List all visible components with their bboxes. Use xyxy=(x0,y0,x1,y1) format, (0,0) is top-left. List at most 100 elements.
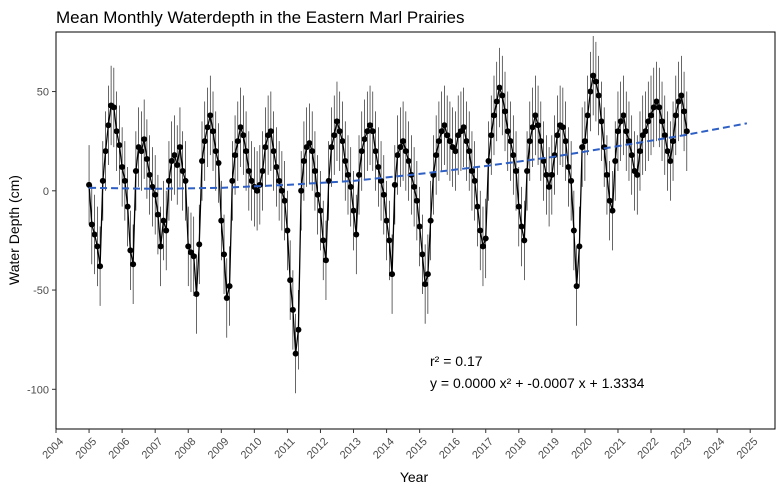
data-point xyxy=(314,191,321,198)
data-point xyxy=(466,148,473,155)
data-point xyxy=(168,158,175,165)
chart-title: Mean Monthly Waterdepth in the Eastern M… xyxy=(56,8,465,27)
data-point xyxy=(174,161,181,168)
data-point xyxy=(240,132,247,139)
data-point xyxy=(317,207,324,214)
data-point xyxy=(664,148,671,155)
data-point xyxy=(259,167,266,174)
data-point xyxy=(513,167,520,174)
data-point xyxy=(276,177,283,184)
data-point xyxy=(141,136,148,143)
data-point xyxy=(212,148,219,155)
data-point xyxy=(292,350,299,357)
data-point xyxy=(320,237,327,244)
x-tick-label: 2013 xyxy=(338,436,364,462)
data-point xyxy=(210,128,217,135)
data-point xyxy=(380,191,387,198)
x-tick-label: 2017 xyxy=(470,436,496,462)
data-point xyxy=(226,283,233,290)
data-point xyxy=(656,104,663,111)
data-point xyxy=(146,171,153,178)
data-point xyxy=(185,243,192,250)
x-tick-label: 2024 xyxy=(702,436,728,462)
data-point xyxy=(322,257,329,264)
data-point xyxy=(493,98,500,105)
data-point xyxy=(471,177,478,184)
data-point xyxy=(204,124,211,131)
data-point xyxy=(499,92,506,99)
data-point xyxy=(642,128,649,135)
data-point xyxy=(378,177,385,184)
data-point xyxy=(400,138,407,145)
x-tick-label: 2014 xyxy=(371,436,397,462)
data-point xyxy=(105,122,112,129)
data-point xyxy=(165,177,172,184)
x-axis: 2004 2005 2006 2007 2008 2009 2010 2011 2012 2013… xyxy=(40,429,760,462)
data-point xyxy=(606,197,613,204)
data-point xyxy=(504,128,511,135)
data-point xyxy=(198,158,205,165)
data-point xyxy=(367,122,374,129)
data-point xyxy=(356,171,363,178)
data-point xyxy=(416,223,423,230)
y-axis: -100 -50 0 50 xyxy=(27,87,56,396)
data-point xyxy=(526,138,533,145)
data-point xyxy=(245,167,252,174)
data-point xyxy=(603,171,610,178)
data-point xyxy=(675,98,682,105)
x-tick-label: 2009 xyxy=(206,436,232,462)
data-point xyxy=(215,160,222,167)
data-point xyxy=(598,118,605,125)
data-point xyxy=(628,152,635,159)
data-point xyxy=(502,108,509,115)
data-point xyxy=(496,84,503,91)
data-point xyxy=(562,138,569,145)
x-axis-title: Year xyxy=(400,469,429,485)
y-tick-label: 0 xyxy=(43,186,49,198)
x-tick-label: 2005 xyxy=(73,436,99,462)
plot-area xyxy=(55,31,776,430)
data-point xyxy=(218,217,225,224)
data-point xyxy=(587,88,594,95)
data-point xyxy=(683,128,690,135)
data-point xyxy=(620,112,627,119)
data-point xyxy=(196,241,203,248)
data-point xyxy=(97,263,104,270)
data-point xyxy=(138,148,145,155)
data-point xyxy=(130,261,137,268)
x-tick-label: 2004 xyxy=(40,436,66,462)
data-point xyxy=(281,197,288,204)
x-tick-label: 2016 xyxy=(437,436,463,462)
data-point xyxy=(479,243,486,250)
data-point xyxy=(670,138,677,145)
x-tick-label: 2011 xyxy=(272,436,297,461)
data-point xyxy=(568,177,575,184)
data-point xyxy=(535,122,542,129)
data-point xyxy=(590,72,597,79)
data-point xyxy=(347,183,354,190)
data-point xyxy=(361,136,368,143)
data-point xyxy=(411,183,418,190)
x-tick-label: 2018 xyxy=(503,436,529,462)
data-point xyxy=(570,227,577,234)
data-point xyxy=(405,158,412,165)
data-point xyxy=(306,140,313,147)
data-point xyxy=(573,283,580,290)
x-tick-label: 2021 xyxy=(602,436,628,462)
data-point xyxy=(232,152,239,159)
data-point xyxy=(645,118,652,125)
data-point xyxy=(592,78,599,85)
trend-line xyxy=(89,122,748,190)
x-tick-label: 2006 xyxy=(107,436,133,462)
data-point xyxy=(546,183,553,190)
data-point xyxy=(88,221,95,228)
data-point xyxy=(295,326,302,333)
data-point xyxy=(344,171,351,178)
data-point xyxy=(364,128,371,135)
data-point xyxy=(386,237,393,244)
data-point xyxy=(298,187,305,194)
data-point xyxy=(190,253,197,260)
data-point xyxy=(350,207,357,214)
x-tick-label: 2023 xyxy=(669,436,695,462)
